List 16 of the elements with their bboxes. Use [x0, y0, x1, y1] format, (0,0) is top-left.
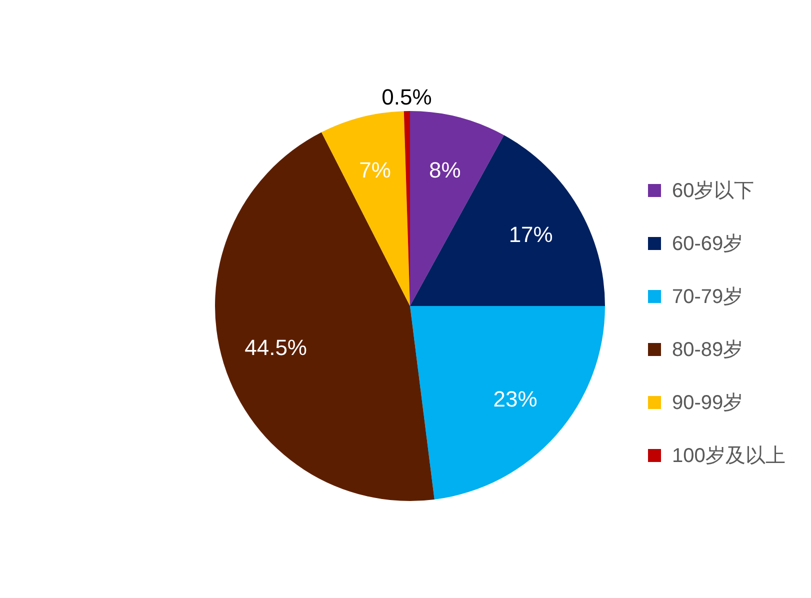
pie-slice	[321, 111, 410, 306]
pie-slice	[410, 111, 504, 306]
data-label: 23%	[493, 386, 538, 412]
legend-label: 60-69岁	[672, 233, 744, 255]
legend-label: 80-89岁	[672, 339, 744, 361]
legend-label: 70-79岁	[672, 286, 744, 308]
data-label: 44.5%	[244, 334, 307, 360]
pie-slice	[410, 306, 605, 500]
pie-slice	[410, 135, 605, 306]
data-label: 17%	[508, 222, 553, 248]
data-label: 7%	[359, 158, 391, 183]
data-label: 8%	[429, 158, 461, 183]
legend-label: 90-99岁	[672, 392, 744, 414]
legend-label: 60岁以下	[672, 180, 754, 202]
legend-label: 100岁及以上	[672, 445, 786, 467]
data-label: 0.5%	[382, 84, 432, 110]
